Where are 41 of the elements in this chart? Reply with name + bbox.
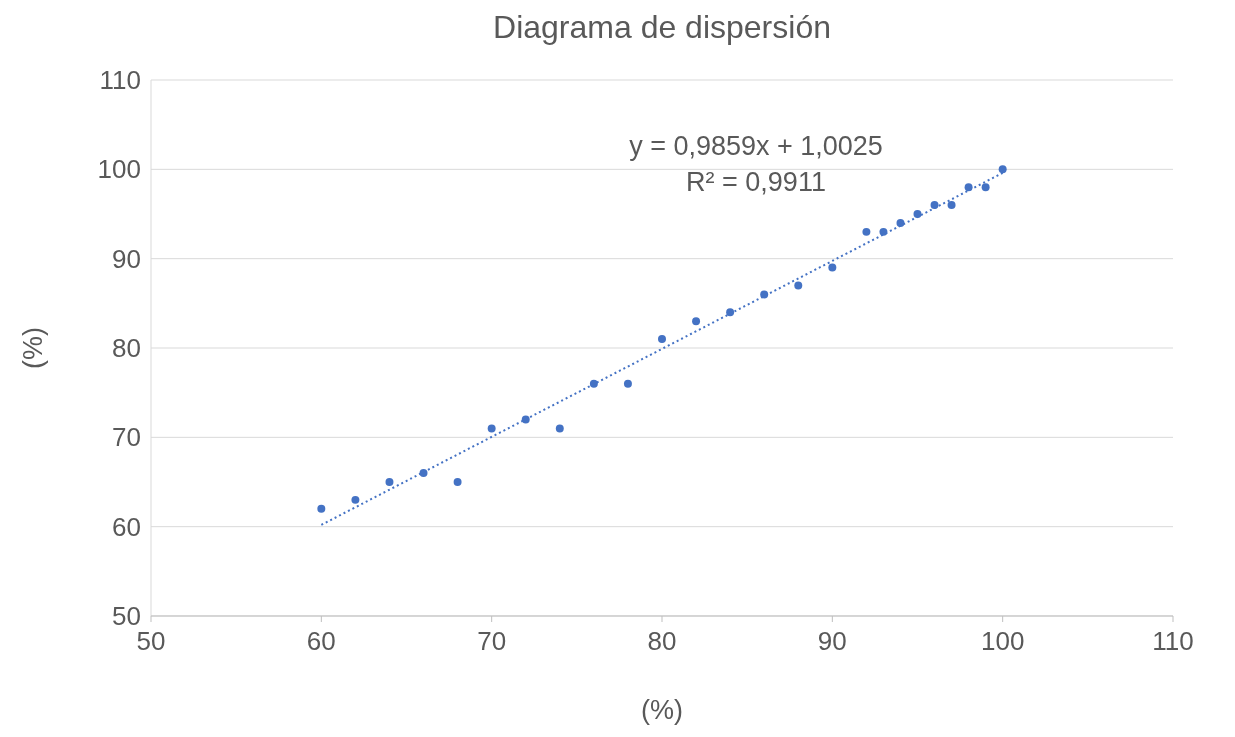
point bbox=[896, 218, 905, 227]
point bbox=[351, 495, 360, 504]
x-tick-label: 70 bbox=[477, 626, 507, 656]
y-tick-label: 90 bbox=[112, 243, 141, 274]
point bbox=[862, 227, 871, 236]
y-tick-label: 80 bbox=[112, 333, 141, 364]
point bbox=[419, 469, 428, 478]
point bbox=[317, 504, 326, 513]
point bbox=[879, 227, 888, 236]
y-axis-title: (%) bbox=[18, 327, 48, 369]
point bbox=[981, 183, 990, 192]
point bbox=[487, 424, 496, 433]
x-tick-label: 110 bbox=[1152, 626, 1194, 656]
x-axis-title: (%) bbox=[641, 695, 683, 725]
y-tick-label: 70 bbox=[112, 422, 141, 453]
point bbox=[794, 281, 803, 290]
x-tick-label: 60 bbox=[306, 626, 336, 656]
point bbox=[623, 379, 632, 388]
point bbox=[998, 165, 1007, 174]
annotation: R² = 0,9911 bbox=[686, 167, 826, 197]
point bbox=[692, 317, 701, 326]
point bbox=[385, 478, 394, 486]
point bbox=[930, 201, 939, 210]
x-tick-label: 90 bbox=[817, 626, 847, 656]
point bbox=[589, 379, 598, 388]
y-tick-label: 110 bbox=[99, 65, 141, 96]
point bbox=[658, 335, 666, 344]
point bbox=[453, 478, 462, 486]
x-tick-label: 80 bbox=[647, 626, 677, 656]
x-tick-label: 100 bbox=[980, 626, 1025, 656]
chart-title: Diagrama de dispersión bbox=[493, 9, 831, 45]
point bbox=[726, 308, 735, 317]
point bbox=[555, 424, 564, 433]
point bbox=[521, 415, 530, 424]
y-tick-label: 100 bbox=[97, 154, 141, 185]
y-tick-label: 60 bbox=[112, 511, 141, 542]
annotation: y = 0,9859x + 1,0025 bbox=[629, 131, 883, 161]
point bbox=[913, 210, 922, 218]
point bbox=[828, 263, 837, 272]
point bbox=[947, 201, 956, 210]
point bbox=[964, 183, 973, 192]
